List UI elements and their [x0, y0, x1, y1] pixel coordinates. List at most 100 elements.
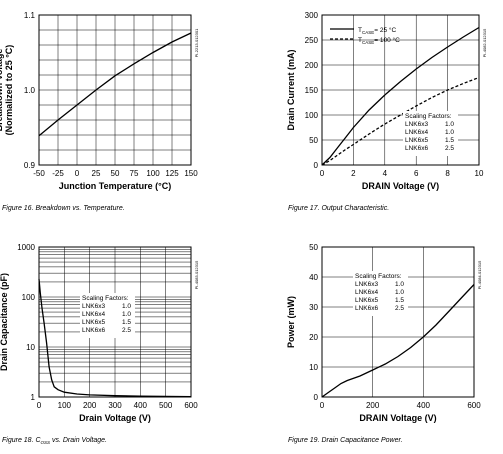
x-tick-label: 600 — [184, 401, 198, 410]
scaling-factor-value: 1.0 — [122, 303, 131, 310]
scaling-factor-part: LNK6x5 — [82, 319, 106, 326]
legend-label: TCASE= 100 °C — [358, 36, 400, 45]
scaling-factor-part: LNK6x5 — [405, 137, 429, 144]
series-line — [38, 32, 192, 137]
y-axis-label: Power (mW) — [286, 296, 296, 348]
scaling-factor-value: 1.5 — [122, 319, 131, 326]
scaling-factors-title: Scaling Factors: — [82, 295, 129, 302]
series-line — [321, 284, 475, 398]
x-tick-label: 125 — [165, 169, 179, 178]
scaling-factors-title: Scaling Factors: — [405, 113, 452, 120]
plot-frame — [38, 246, 192, 398]
y-tick-label: 20 — [309, 333, 318, 342]
x-axis-label: DRAIN Voltage (V) — [362, 181, 439, 191]
scaling-factor-part: LNK6x4 — [355, 289, 379, 296]
scaling-factor-value: 1.0 — [395, 289, 404, 296]
y-tick-label: 300 — [305, 11, 319, 20]
scaling-factor-value: 2.5 — [445, 145, 454, 152]
scaling-factor-part: LNK6x6 — [82, 327, 106, 334]
y-tick-label: 1 — [31, 393, 36, 402]
y-axis-label: Drain Capacitance (pF) — [0, 273, 9, 371]
y-tick-label: 1000 — [17, 243, 35, 252]
x-tick-label: 100 — [58, 401, 72, 410]
x-axis-label: DRAIN Voltage (V) — [359, 413, 436, 423]
scaling-factors-background — [80, 293, 135, 338]
y-tick-label: 0 — [314, 161, 319, 170]
x-tick-label: 0 — [37, 401, 42, 410]
x-tick-label: 2 — [351, 169, 356, 178]
y-tick-label: 100 — [305, 111, 319, 120]
scaling-factor-value: 1.5 — [445, 137, 454, 144]
y-tick-label: 150 — [305, 86, 319, 95]
figure-caption: Figure 18. COSS vs. Drain Voltage. — [2, 437, 107, 445]
x-tick-label: 50 — [111, 169, 120, 178]
y-tick-label: 1.1 — [24, 11, 36, 20]
chart-1: -50 -25 0 25 50 75 100 125 150 0.9 1.0 1.1 Junction … — [0, 11, 199, 212]
figure-caption: Figure 19. Drain Capacitance Power. — [288, 437, 403, 444]
x-tick-label: 25 — [92, 169, 101, 178]
y-axis-label: Breakdown Voltage — [0, 49, 4, 132]
x-axis-label: Junction Temperature (°C) — [59, 181, 171, 191]
y-tick-label: 1.0 — [24, 86, 36, 95]
scaling-factor-value: 1.0 — [395, 281, 404, 288]
y-axis-label: (Normalized to 25 °C) — [4, 45, 14, 136]
scaling-factor-value: 2.5 — [395, 305, 404, 312]
x-tick-label: 150 — [184, 169, 198, 178]
scaling-factor-value: 1.0 — [445, 129, 454, 136]
y-tick-label: 10 — [309, 363, 318, 372]
figure-caption: Figure 16. Breakdown vs. Temperature. — [2, 205, 125, 212]
document-id: PI-4082-012315 — [482, 28, 487, 57]
legend-label: TCASE= 25 °C — [358, 26, 396, 35]
scaling-factors-background — [353, 271, 408, 316]
y-tick-label: 100 — [22, 293, 36, 302]
chart-4: 0 200 400 600 0 10 20 30 40 50 DRAIN Voltage (V) Po… — [286, 243, 482, 444]
x-tick-label: 600 — [467, 401, 481, 410]
scaling-factor-part: LNK6x5 — [355, 297, 379, 304]
document-id: PI-2213-012301 — [194, 28, 199, 57]
x-axis-label: Drain Voltage (V) — [79, 413, 151, 423]
y-tick-label: 40 — [309, 273, 318, 282]
x-tick-label: 0 — [320, 169, 325, 178]
x-tick-label: 200 — [366, 401, 380, 410]
scaling-factors: Scaling Factors:LNK6x3 1.0 LNK6x4 1.0 LNK6x5… — [80, 293, 135, 338]
x-tick-label: 75 — [130, 169, 139, 178]
x-tick-label: 200 — [83, 401, 97, 410]
x-tick-label: 300 — [108, 401, 122, 410]
scaling-factor-part: LNK6x6 — [355, 305, 379, 312]
document-id: PI-4083-012315 — [194, 260, 199, 289]
scaling-factor-part: LNK6x3 — [405, 121, 429, 128]
figure-caption: Figure 17. Output Characteristic. — [288, 205, 389, 212]
x-tick-label: 10 — [475, 169, 484, 178]
scaling-factor-part: LNK6x3 — [355, 281, 379, 288]
scaling-factor-value: 2.5 — [122, 327, 131, 334]
plot-frame — [321, 246, 475, 398]
plot-frame — [321, 14, 480, 166]
document-id: PI-4084-012315 — [477, 260, 482, 289]
x-tick-label: 0 — [75, 169, 80, 178]
series-line — [321, 26, 480, 166]
x-tick-label: 400 — [134, 401, 148, 410]
y-axis-label: Drain Current (mA) — [286, 49, 296, 130]
chart-3: 0 100 200 300 400 500 600 1 10 100 1000 Drain Volta… — [0, 243, 199, 445]
plot-frame — [38, 14, 192, 166]
x-tick-label: 8 — [445, 169, 450, 178]
y-tick-label: 50 — [309, 136, 318, 145]
y-tick-label: 0 — [314, 393, 319, 402]
scaling-factors: Scaling Factors:LNK6x3 1.0 LNK6x4 1.0 LNK6x5… — [353, 271, 408, 316]
scaling-factor-part: LNK6x4 — [82, 311, 106, 318]
y-tick-label: 250 — [305, 36, 319, 45]
y-tick-label: 30 — [309, 303, 318, 312]
x-tick-label: -50 — [33, 169, 45, 178]
x-tick-label: -25 — [52, 169, 64, 178]
scaling-factors-background — [403, 111, 458, 156]
scaling-factor-part: LNK6x3 — [82, 303, 106, 310]
x-tick-label: 4 — [383, 169, 388, 178]
y-tick-label: 50 — [309, 243, 318, 252]
scaling-factor-part: LNK6x6 — [405, 145, 429, 152]
scaling-factor-value: 1.5 — [395, 297, 404, 304]
x-tick-label: 400 — [417, 401, 431, 410]
y-tick-label: 10 — [26, 343, 35, 352]
x-tick-label: 0 — [320, 401, 325, 410]
